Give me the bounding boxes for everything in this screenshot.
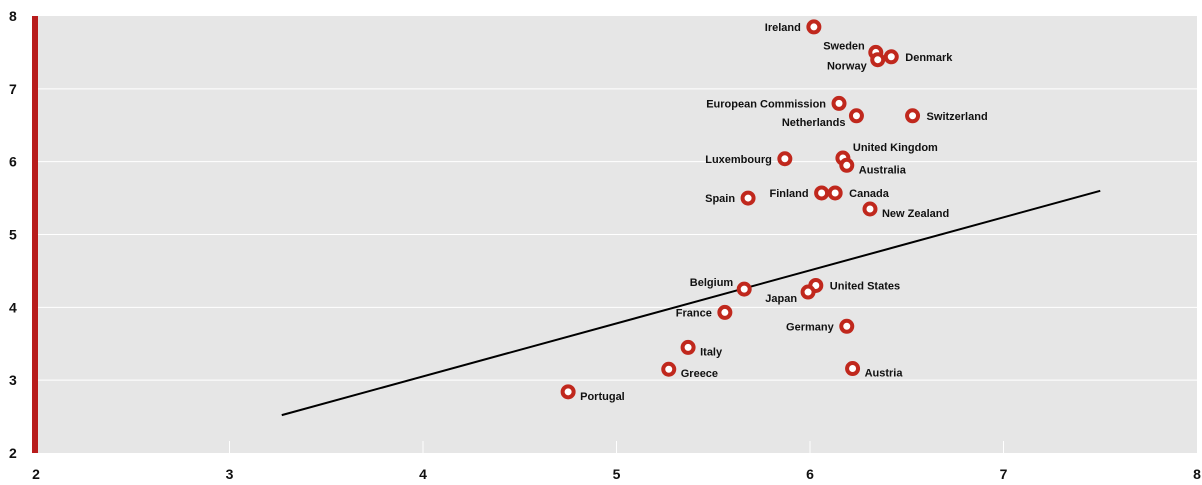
point-denmark [883, 49, 899, 65]
point-luxembourg [777, 151, 793, 167]
x-tick-label-7: 7 [1000, 466, 1008, 482]
point-label-spain: Spain [705, 193, 735, 205]
gridlines [36, 88, 1197, 381]
point-switzerland [905, 108, 921, 124]
point-ireland [806, 19, 822, 35]
point-belgium [736, 281, 752, 297]
x-tick-label-3: 3 [226, 466, 234, 482]
point-label-norway: Norway [827, 61, 868, 73]
point-label-switzerland: Switzerland [927, 111, 988, 123]
point-label-sweden: Sweden [823, 40, 865, 52]
point-label-finland: Finland [770, 188, 809, 200]
y-tick-label-6: 6 [9, 154, 17, 170]
point-label-greece: Greece [681, 368, 718, 380]
x-axis-tick-labels: 2 3 4 5 6 7 8 [32, 466, 1201, 482]
point-label-ireland: Ireland [765, 22, 801, 34]
point-label-portugal: Portugal [580, 391, 625, 403]
y-axis-tick-labels: 2 3 4 5 6 7 8 [9, 8, 17, 461]
point-label-austria: Austria [865, 368, 904, 380]
point-label-luxembourg: Luxembourg [705, 154, 772, 166]
y-tick-label-5: 5 [9, 227, 17, 243]
point-label-united-states: United States [830, 280, 900, 292]
point-label-germany: Germany [786, 321, 835, 333]
y-tick-label-4: 4 [9, 299, 17, 315]
point-france [717, 304, 733, 320]
point-label-australia: Australia [859, 164, 907, 176]
point-canada [827, 185, 843, 201]
point-label-united-kingdom: United Kingdom [853, 142, 938, 154]
point-austria [845, 361, 861, 377]
point-label-denmark: Denmark [905, 52, 953, 64]
point-european-commission [831, 95, 847, 111]
point-label-european-commission: European Commission [706, 98, 826, 110]
point-label-belgium: Belgium [690, 277, 734, 289]
point-italy [680, 339, 696, 355]
point-japan [800, 284, 816, 300]
y-axis-bar [32, 16, 38, 453]
x-tick-label-5: 5 [613, 466, 621, 482]
point-norway [870, 52, 886, 68]
data-points [560, 19, 921, 400]
y-tick-label-7: 7 [9, 81, 17, 97]
x-tick-label-2: 2 [32, 466, 40, 482]
point-germany [839, 318, 855, 334]
y-tick-label-3: 3 [9, 372, 17, 388]
point-label-new-zealand: New Zealand [882, 208, 949, 220]
trend-line [281, 189, 1101, 417]
point-netherlands [848, 108, 864, 124]
point-label-netherlands: Netherlands [782, 117, 846, 129]
point-australia [839, 157, 855, 173]
point-label-italy: Italy [700, 346, 723, 358]
point-spain [740, 190, 756, 206]
x-tick-label-6: 6 [806, 466, 814, 482]
y-tick-label-8: 8 [9, 8, 17, 24]
x-tick-label-8: 8 [1193, 466, 1201, 482]
x-tick-label-4: 4 [419, 466, 427, 482]
point-label-japan: Japan [765, 293, 797, 305]
y-tick-label-2: 2 [9, 445, 17, 461]
point-finland [814, 185, 830, 201]
point-label-france: France [676, 307, 712, 319]
point-labels: Ireland Sweden Denmark Norway European Commi… [580, 22, 988, 403]
point-portugal [560, 384, 576, 400]
point-label-canada: Canada [849, 188, 890, 200]
point-greece [661, 361, 677, 377]
x-tick-marks [229, 441, 1004, 453]
point-new-zealand [862, 201, 878, 217]
